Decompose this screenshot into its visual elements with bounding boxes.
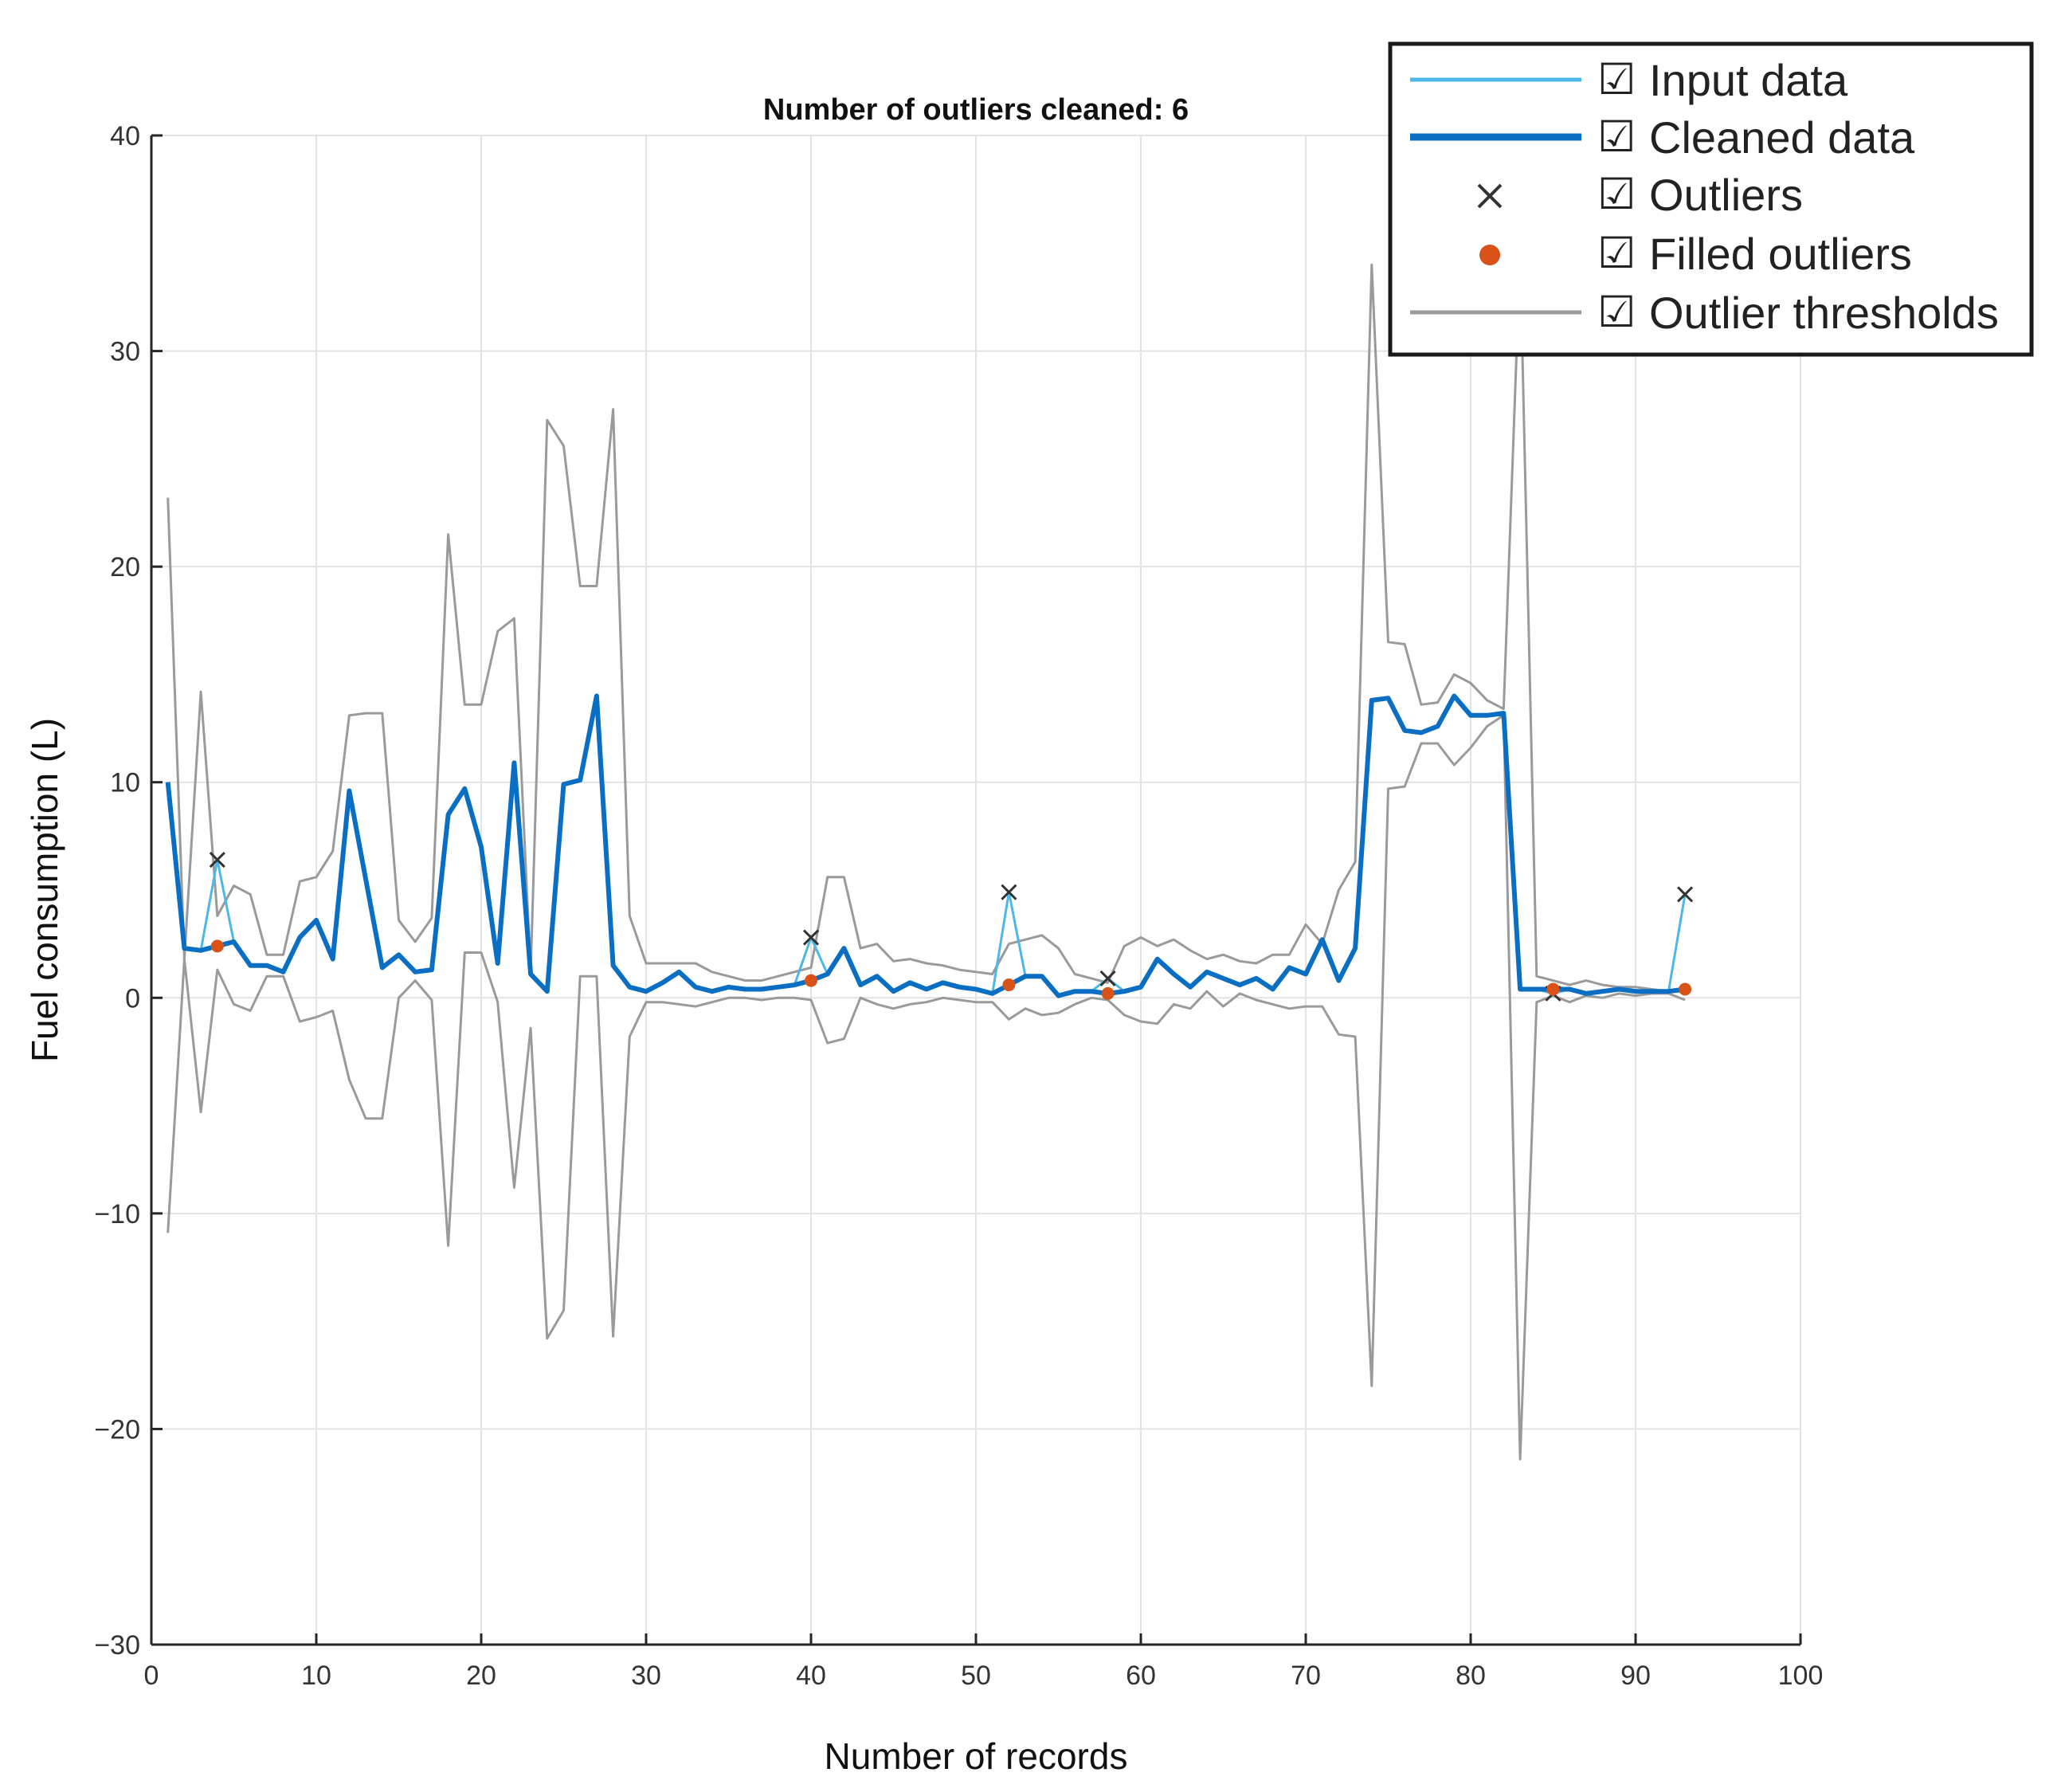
upper-threshold-line xyxy=(167,253,1686,993)
x-tick-label: 80 xyxy=(1456,1661,1486,1691)
y-tick-label: 40 xyxy=(110,121,140,151)
outlier-thresholds xyxy=(167,253,1686,1461)
outlier-markers xyxy=(209,852,1694,1002)
y-tick-label: −10 xyxy=(94,1199,140,1229)
cleaned-data-line xyxy=(165,693,1686,998)
legend-input-check[interactable]: ☑ xyxy=(1597,54,1636,104)
y-tick-label: 30 xyxy=(110,337,140,367)
filled-outlier-marker xyxy=(1002,978,1016,992)
legend-threshold-label: Outlier thresholds xyxy=(1649,288,1999,338)
x-tick-label: 20 xyxy=(466,1661,496,1691)
x-tick-label: 30 xyxy=(631,1661,661,1691)
legend-outlier-x-icon xyxy=(1477,183,1503,209)
legend-outliers-check[interactable]: ☑ xyxy=(1597,169,1636,219)
legend-cleaned-check[interactable]: ☑ xyxy=(1597,112,1636,162)
axes xyxy=(150,134,1802,1646)
legend-outliers-label: Outliers xyxy=(1649,170,1803,220)
outlier-marker xyxy=(802,929,820,946)
y-tick-label: 20 xyxy=(110,552,140,582)
legend-filled-dot-icon xyxy=(1479,245,1500,265)
filled-outlier-marker xyxy=(805,974,817,987)
x-tick-label: 100 xyxy=(1778,1661,1824,1691)
lower-threshold-line xyxy=(167,714,1686,1461)
legend-filled-check[interactable]: ☑ xyxy=(1597,228,1636,278)
filled-outlier-marker xyxy=(1101,986,1115,1000)
outlier-marker xyxy=(1677,886,1694,903)
legend[interactable]: ☑ Input data ☑ Cleaned data ☑ Outliers ☑… xyxy=(1388,41,2034,357)
x-tick-label: 40 xyxy=(796,1661,826,1691)
y-tick-label: −30 xyxy=(94,1630,140,1661)
x-tick-label: 90 xyxy=(1620,1661,1651,1691)
filled-outlier-marker xyxy=(1679,982,1692,996)
chart-title: Number of outliers cleaned: 6 xyxy=(763,93,1189,127)
y-tick-label: −20 xyxy=(94,1414,140,1445)
x-tick-label: 60 xyxy=(1126,1661,1156,1691)
legend-box xyxy=(1388,41,2034,357)
outlier-marker xyxy=(1099,970,1116,986)
filled-outlier-marker xyxy=(1546,982,1560,996)
x-tick-label: 10 xyxy=(301,1661,331,1691)
legend-input-label: Input data xyxy=(1649,55,1848,105)
legend-threshold-check[interactable]: ☑ xyxy=(1597,287,1636,337)
legend-cleaned-label: Cleaned data xyxy=(1649,112,1915,163)
cleaned-data-series xyxy=(165,693,1686,998)
y-axis-label: Fuel consumption (L) xyxy=(24,718,65,1062)
legend-filled-label: Filled outliers xyxy=(1649,229,1912,279)
y-tick-label: 0 xyxy=(125,983,140,1014)
y-tick-label: 10 xyxy=(110,768,140,798)
outlier-marker xyxy=(209,852,225,869)
x-axis-label: Number of records xyxy=(825,1735,1128,1777)
x-tick-label: 50 xyxy=(961,1661,991,1691)
x-tick-label: 0 xyxy=(144,1661,159,1691)
outlier-marker xyxy=(1001,884,1017,900)
filled-outlier-marker xyxy=(210,939,224,953)
x-tick-label: 70 xyxy=(1291,1661,1321,1691)
